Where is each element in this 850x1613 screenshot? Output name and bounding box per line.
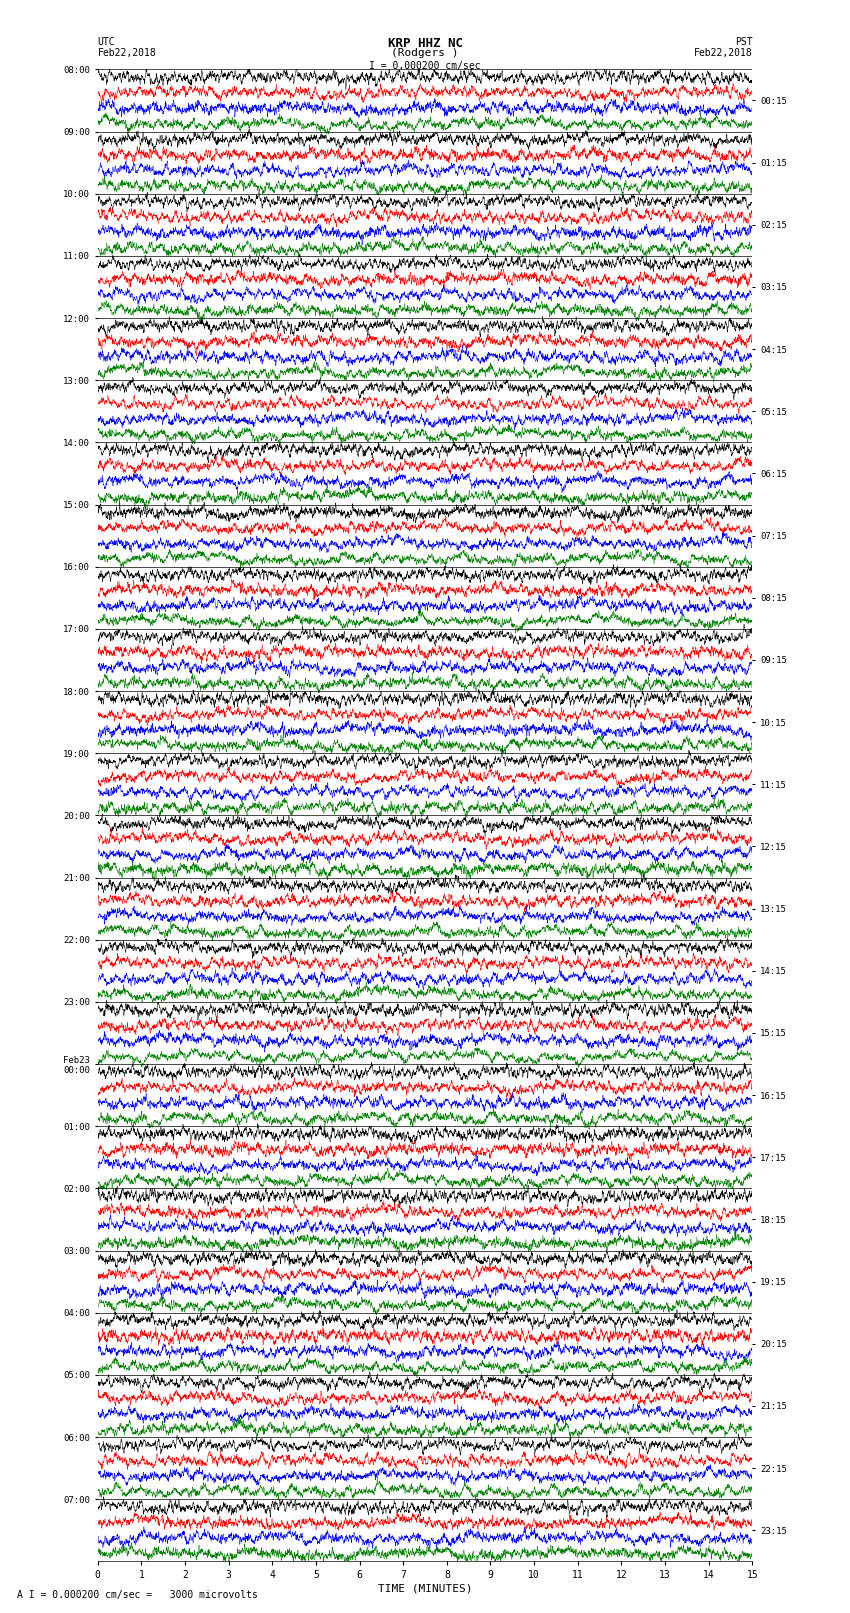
Text: I = 0.000200 cm/sec: I = 0.000200 cm/sec: [369, 61, 481, 71]
Text: Feb22,2018: Feb22,2018: [98, 48, 156, 58]
Text: UTC: UTC: [98, 37, 116, 47]
Text: Feb22,2018: Feb22,2018: [694, 48, 752, 58]
X-axis label: TIME (MINUTES): TIME (MINUTES): [377, 1584, 473, 1594]
Text: KRP HHZ NC: KRP HHZ NC: [388, 37, 462, 50]
Text: PST: PST: [734, 37, 752, 47]
Text: A I = 0.000200 cm/sec =   3000 microvolts: A I = 0.000200 cm/sec = 3000 microvolts: [17, 1590, 258, 1600]
Text: (Rodgers ): (Rodgers ): [391, 48, 459, 58]
